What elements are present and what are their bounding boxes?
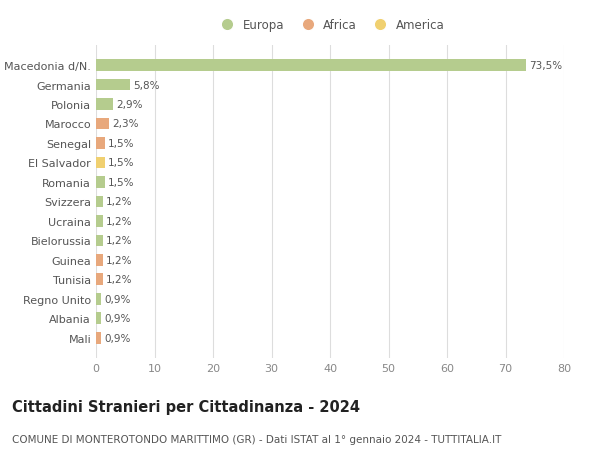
Bar <box>96 274 103 285</box>
Text: 1,2%: 1,2% <box>106 255 133 265</box>
Legend: Europa, Africa, America: Europa, Africa, America <box>211 14 449 37</box>
Bar <box>96 254 103 266</box>
Bar <box>96 60 526 72</box>
Text: 1,2%: 1,2% <box>106 216 133 226</box>
Bar <box>96 293 101 305</box>
Text: 1,2%: 1,2% <box>106 197 133 207</box>
Bar <box>96 99 113 111</box>
Text: COMUNE DI MONTEROTONDO MARITTIMO (GR) - Dati ISTAT al 1° gennaio 2024 - TUTTITAL: COMUNE DI MONTEROTONDO MARITTIMO (GR) - … <box>12 434 502 444</box>
Text: 1,5%: 1,5% <box>108 178 134 188</box>
Bar <box>96 313 101 325</box>
Text: 1,2%: 1,2% <box>106 274 133 285</box>
Bar <box>96 118 109 130</box>
Text: 73,5%: 73,5% <box>529 61 562 71</box>
Text: 0,9%: 0,9% <box>104 294 131 304</box>
Bar <box>96 216 103 227</box>
Bar <box>96 332 101 344</box>
Text: 0,9%: 0,9% <box>104 333 131 343</box>
Text: 2,3%: 2,3% <box>112 119 139 129</box>
Text: 1,5%: 1,5% <box>108 139 134 149</box>
Text: 1,5%: 1,5% <box>108 158 134 168</box>
Bar <box>96 138 105 150</box>
Text: Cittadini Stranieri per Cittadinanza - 2024: Cittadini Stranieri per Cittadinanza - 2… <box>12 399 360 414</box>
Bar <box>96 235 103 246</box>
Text: 0,9%: 0,9% <box>104 313 131 324</box>
Bar <box>96 177 105 188</box>
Text: 1,2%: 1,2% <box>106 236 133 246</box>
Bar <box>96 157 105 169</box>
Bar <box>96 196 103 208</box>
Bar <box>96 79 130 91</box>
Text: 5,8%: 5,8% <box>133 80 160 90</box>
Text: 2,9%: 2,9% <box>116 100 142 110</box>
